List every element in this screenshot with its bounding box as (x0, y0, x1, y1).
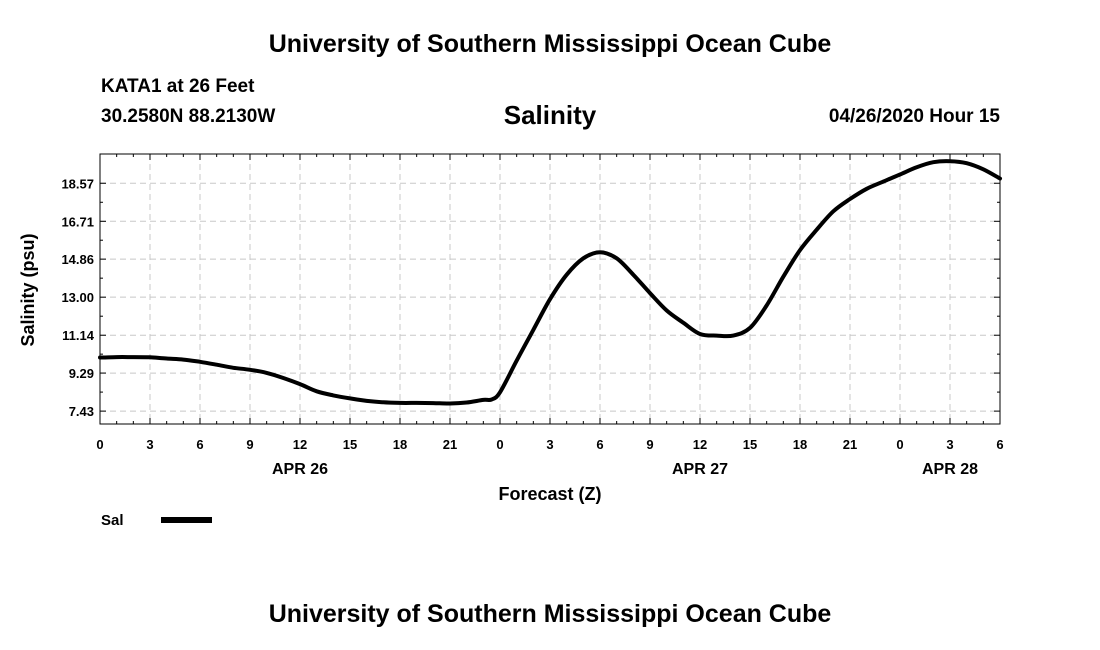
y-tick-label: 7.43 (69, 404, 94, 419)
x-tick-label: 6 (996, 437, 1003, 452)
x-tick-label: 6 (596, 437, 603, 452)
tick-layer: 0 3 6 9 12 15 18 21 0 3 6 9 12 15 18 21 0 3 6 7.43 9.29 11.14… (61, 154, 1004, 478)
y-tick-label: 13.00 (61, 290, 94, 305)
x-tick-label: 21 (443, 437, 457, 452)
x-tick-label: 18 (393, 437, 407, 452)
x-tick-label: 3 (946, 437, 953, 452)
top-title: University of Southern Mississippi Ocean… (268, 30, 832, 58)
chart-title: Salinity (503, 100, 597, 130)
date-label: APR 28 (922, 461, 978, 478)
date-label: APR 27 (672, 461, 728, 478)
x-tick-label: 18 (793, 437, 807, 452)
y-tick-label: 18.57 (61, 176, 94, 191)
legend-label: Sal (101, 512, 124, 529)
grid-layer (100, 154, 1000, 424)
x-tick-label: 0 (96, 437, 103, 452)
x-tick-label: 0 (896, 437, 903, 452)
y-tick-label: 14.86 (61, 252, 94, 267)
x-tick-label: 15 (743, 437, 757, 452)
x-tick-label: 21 (843, 437, 857, 452)
y-tick-label: 9.29 (69, 366, 94, 381)
y-axis-title: Salinity (psu) (18, 233, 38, 346)
x-tick-label: 12 (693, 437, 707, 452)
x-axis-title: Forecast (Z) (498, 484, 601, 504)
coordinates-label: 30.2580N 88.2130W (101, 106, 276, 127)
series-line-sal (98, 159, 1002, 406)
bottom-title: University of Southern Mississippi Ocean… (268, 600, 832, 628)
x-tick-label: 9 (646, 437, 653, 452)
x-tick-label: 3 (546, 437, 553, 452)
y-tick-label: 11.14 (62, 328, 95, 343)
station-label: KATA1 at 26 Feet (101, 76, 255, 97)
x-tick-label: 3 (146, 437, 153, 452)
x-tick-label: 12 (293, 437, 307, 452)
y-tick-label: 16.71 (61, 214, 94, 229)
x-tick-label: 0 (496, 437, 503, 452)
x-tick-label: 9 (246, 437, 253, 452)
datetime-label: 04/26/2020 Hour 15 (828, 106, 1000, 127)
x-tick-label: 15 (343, 437, 357, 452)
date-label: APR 26 (272, 461, 328, 478)
x-tick-label: 6 (196, 437, 203, 452)
